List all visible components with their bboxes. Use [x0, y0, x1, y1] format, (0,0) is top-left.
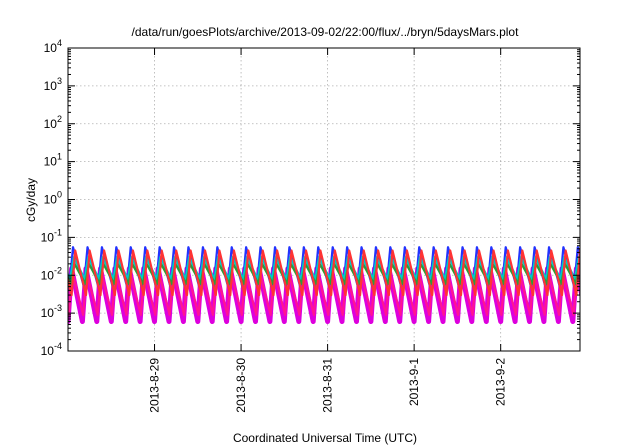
chart-title: /data/run/goesPlots/archive/2013-09-02/2… — [132, 25, 520, 39]
x-tick-label: 2013-8-31 — [321, 358, 335, 413]
x-tick-label: 2013-8-29 — [148, 358, 162, 413]
y-tick-label: 100 — [44, 190, 62, 207]
x-axis: 2013-8-29 2013-8-30 2013-8-31 2013-9-1 2013-… — [148, 48, 508, 413]
series-layer — [68, 246, 580, 324]
y-tick-label: 10-4 — [41, 341, 62, 358]
x-tick-label: 2013-8-30 — [234, 358, 248, 413]
y-tick-label: 10-2 — [41, 265, 62, 282]
x-tick-label: 2013-9-2 — [494, 358, 508, 406]
y-tick-label: 102 — [44, 114, 62, 131]
series-line — [68, 249, 580, 297]
y-tick-label: 10-1 — [41, 227, 62, 244]
y-axis-label: cGy/day — [24, 178, 38, 222]
y-tick-label: 103 — [44, 76, 62, 93]
y-tick-label: 101 — [44, 152, 62, 169]
x-axis-label: Coordinated Universal Time (UTC) — [233, 431, 417, 445]
y-tick-label: 10-3 — [41, 303, 62, 320]
x-tick-label: 2013-9-1 — [407, 358, 421, 406]
y-tick-label: 104 — [44, 38, 62, 55]
